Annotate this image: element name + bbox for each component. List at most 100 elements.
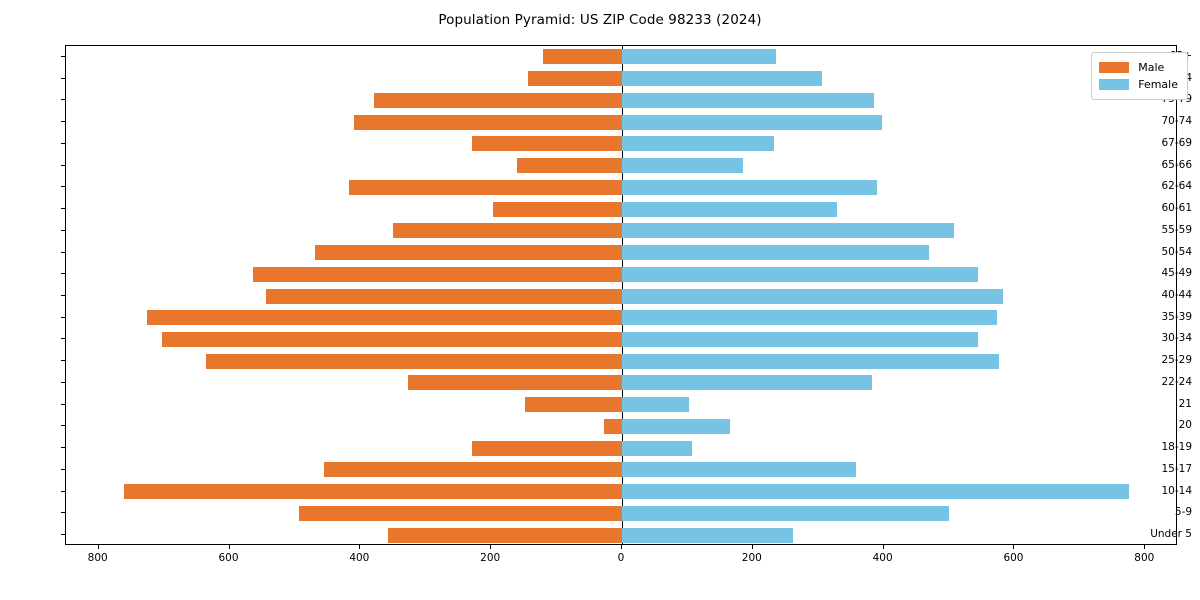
y-tick-mark [61,403,65,405]
bar-female-85-[interactable] [622,49,777,65]
y-tick-label: 5-9 [1174,506,1192,519]
legend-entry-female[interactable]: Female [1099,76,1178,93]
legend-label: Male [1138,61,1165,74]
bar-female-30-34[interactable] [622,331,979,347]
y-tick-label: 10-14 [1161,484,1192,497]
bar-male-21[interactable] [524,397,622,413]
y-tick-mark [61,77,65,79]
bar-female-5-9[interactable] [622,505,950,521]
x-tick-mark [228,545,230,549]
bar-female-20[interactable] [622,418,730,434]
y-tick-label: 35-39 [1161,310,1192,323]
plot-area [65,45,1177,545]
bar-row [66,245,1176,261]
x-tick-label: 800 [1134,552,1155,564]
bar-female-60-61[interactable] [622,201,838,217]
bar-male-15-17[interactable] [324,462,622,478]
bar-row [66,418,1176,434]
x-tick-mark [751,545,753,549]
y-tick-label: 22-24 [1161,375,1192,388]
x-tick-label: 600 [218,552,239,564]
y-tick-mark [61,316,65,318]
bar-row [66,375,1176,391]
y-tick-mark [61,229,65,231]
y-tick-label: Under 5 [1150,528,1192,541]
bar-female-55-59[interactable] [622,223,955,239]
bar-male-30-34[interactable] [162,331,622,347]
y-tick-mark [61,338,65,340]
bar-male-20[interactable] [604,418,622,434]
bar-female-50-54[interactable] [622,245,930,261]
bar-male-10-14[interactable] [123,484,622,500]
y-tick-mark [61,186,65,188]
legend-swatch-icon [1099,62,1130,73]
x-tick-mark [882,545,884,549]
bar-male-50-54[interactable] [314,245,622,261]
bar-row [66,136,1176,152]
x-tick-mark [621,545,622,549]
bar-male-70-74[interactable] [354,114,622,130]
bar-male-85-[interactable] [542,49,622,65]
x-tick-mark [359,545,361,549]
bar-female-70-74[interactable] [622,114,882,130]
legend-swatch-icon [1099,79,1130,90]
bar-row [66,484,1176,500]
bar-female-under-5[interactable] [622,527,793,543]
bar-row [66,440,1176,456]
bar-row [66,331,1176,347]
x-tick-label: 200 [741,552,762,564]
y-tick-label: 55-59 [1161,223,1192,236]
legend: Male Female [1091,52,1188,100]
y-tick-label: 18-19 [1161,441,1192,454]
x-tick-mark [490,545,492,549]
bar-row [66,505,1176,521]
bar-male-62-64[interactable] [348,179,622,195]
bar-male-75-79[interactable] [374,92,622,108]
bar-row [66,397,1176,413]
bar-female-15-17[interactable] [622,462,857,478]
bar-female-18-19[interactable] [622,440,692,456]
bar-male-67-69[interactable] [471,136,622,152]
bar-female-67-69[interactable] [622,136,774,152]
bar-row [66,462,1176,478]
bar-male-5-9[interactable] [298,505,622,521]
bar-row [66,158,1176,174]
bar-female-10-14[interactable] [622,484,1129,500]
bar-male-under-5[interactable] [387,527,622,543]
y-tick-label: 30-34 [1161,332,1192,345]
bar-female-22-24[interactable] [622,375,872,391]
bar-female-40-44[interactable] [622,288,1004,304]
y-tick-label: 40-44 [1161,289,1192,301]
bar-male-55-59[interactable] [393,223,622,239]
y-tick-mark [61,273,65,275]
bar-male-22-24[interactable] [408,375,622,391]
bar-female-45-49[interactable] [622,266,979,282]
bar-female-80-84[interactable] [622,71,822,87]
x-tick-label: 0 [617,552,625,564]
y-tick-label: 65-66 [1161,158,1192,171]
bar-female-65-66[interactable] [622,158,743,174]
bar-male-45-49[interactable] [253,266,622,282]
bar-female-35-39[interactable] [622,310,997,326]
bar-male-35-39[interactable] [147,310,622,326]
y-tick-mark [61,208,65,210]
y-tick-label: 20 [1178,419,1192,432]
bar-male-25-29[interactable] [205,353,622,369]
bar-male-80-84[interactable] [527,71,622,87]
bar-row [66,179,1176,195]
y-tick-mark [61,142,65,144]
bar-female-62-64[interactable] [622,179,878,195]
bar-female-75-79[interactable] [622,92,875,108]
y-tick-mark [61,512,65,514]
bar-male-18-19[interactable] [472,440,622,456]
bar-female-25-29[interactable] [622,353,999,369]
bar-male-40-44[interactable] [266,288,622,304]
legend-entry-male[interactable]: Male [1099,59,1178,76]
bar-male-65-66[interactable] [517,158,622,174]
x-tick-mark [1013,545,1015,549]
bar-female-21[interactable] [622,397,689,413]
y-tick-mark [61,99,65,101]
chart-title: Population Pyramid: US ZIP Code 98233 (2… [438,12,762,28]
bar-male-60-61[interactable] [493,201,622,217]
